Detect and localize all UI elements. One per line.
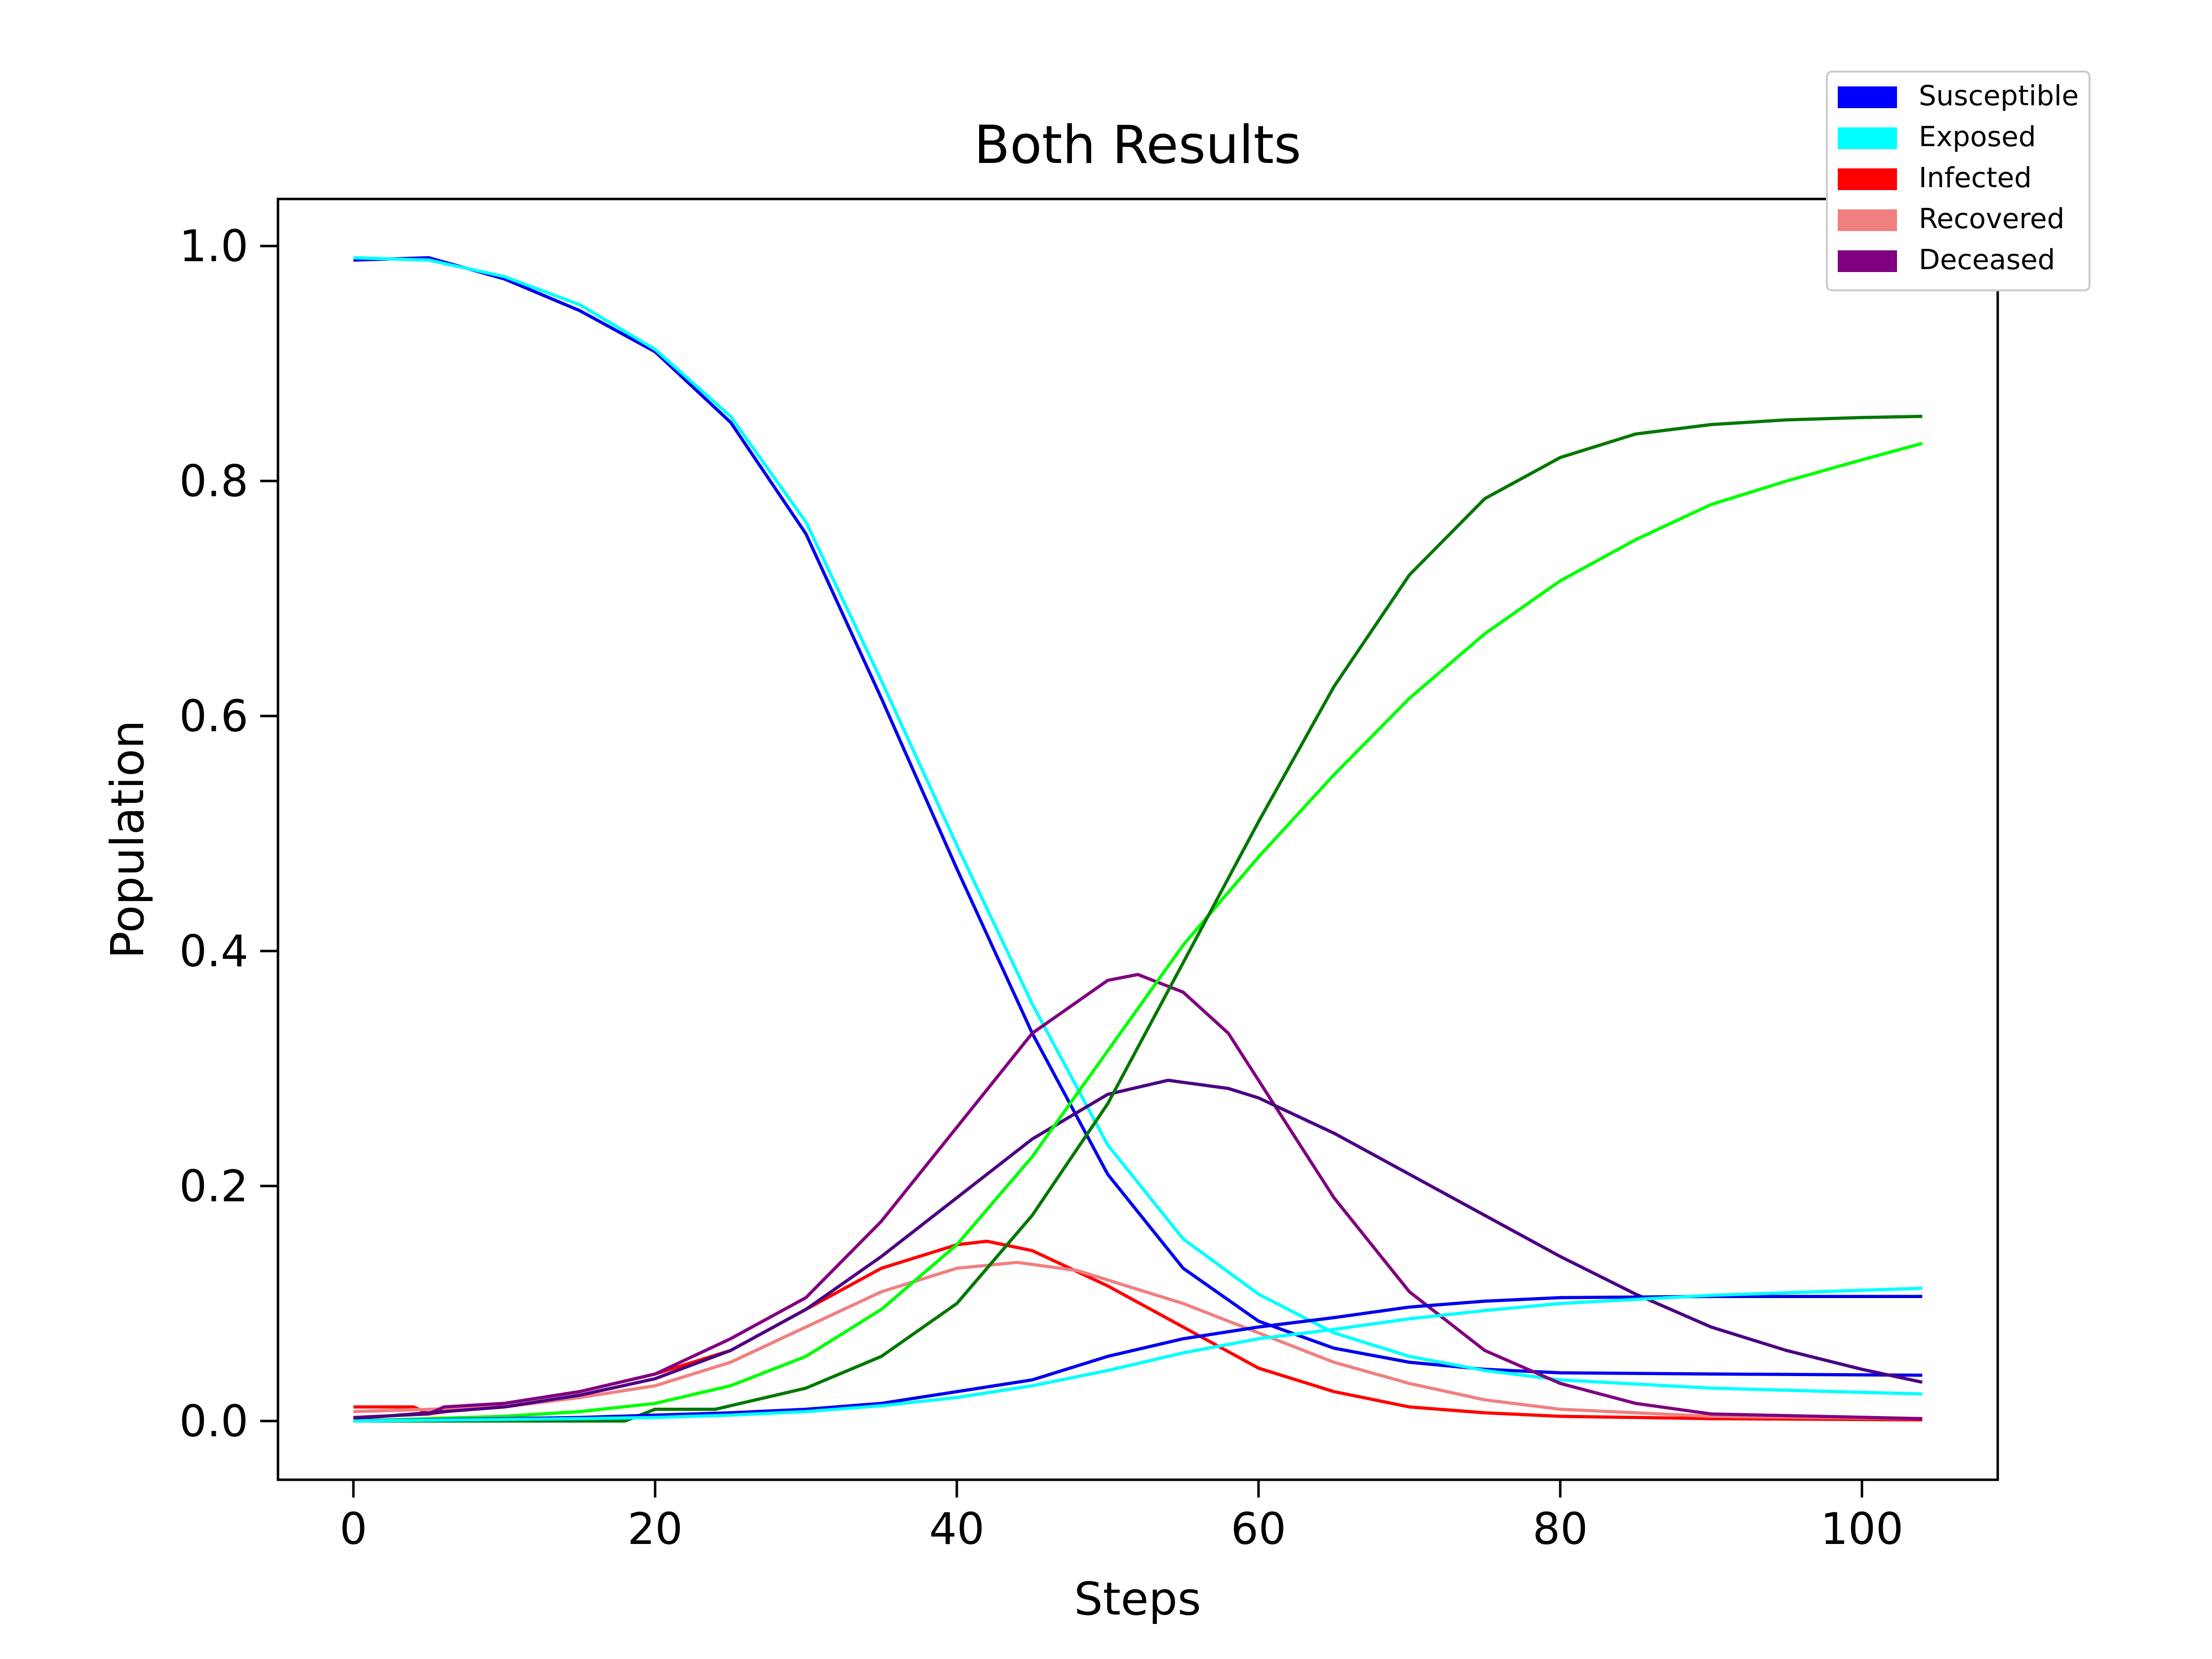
chart-title: Both Results [974, 115, 1302, 175]
legend-label: Infected [1919, 162, 2032, 194]
legend-box [1826, 71, 2091, 291]
legend-swatch [1838, 127, 1897, 149]
series-line-5 [353, 973, 1923, 1421]
x-tick-label: 0 [340, 1503, 367, 1554]
y-axis: 0.0 0.2 0.4 0.6 0.8 1.0 [179, 221, 278, 1447]
y-tick-label: 0.2 [179, 1161, 248, 1212]
y-tick-label: 0.0 [179, 1396, 248, 1447]
x-tick-label: 80 [1533, 1503, 1588, 1554]
y-tick-label: 0.6 [179, 691, 248, 742]
series-line-4 [353, 1261, 1923, 1421]
series-line-6 [353, 1078, 1923, 1421]
x-axis: 0 20 40 60 80 100 [340, 1480, 1903, 1554]
legend-label: Susceptible [1919, 80, 2079, 112]
legend: Susceptible Exposed Infected Recovered Decea… [1826, 71, 2091, 291]
legend-swatch [1838, 86, 1897, 108]
series-line-9 [353, 1295, 1923, 1423]
x-tick-label: 20 [628, 1503, 683, 1554]
x-axis-label: Steps [1074, 1573, 1201, 1625]
series-line-10 [353, 1286, 1923, 1423]
series-line-8 [353, 415, 1923, 1423]
y-axis-label: Population [101, 720, 154, 958]
legend-swatch [1838, 250, 1897, 272]
legend-label: Exposed [1919, 121, 2036, 153]
x-tick-label: 100 [1820, 1503, 1903, 1554]
legend-swatch [1838, 168, 1897, 190]
plot-frame [276, 198, 1999, 1481]
legend-label: Recovered [1919, 203, 2064, 235]
x-tick-label: 60 [1231, 1503, 1286, 1554]
y-tick-label: 0.8 [179, 456, 248, 507]
series-line-7 [353, 441, 1923, 1423]
series-line-1 [353, 256, 1923, 1377]
series-line-2 [353, 256, 1923, 1396]
series-layer [353, 256, 1923, 1423]
legend-swatch [1838, 209, 1897, 231]
legend-label: Deceased [1919, 244, 2055, 276]
y-tick-label: 1.0 [179, 221, 248, 272]
x-tick-label: 40 [929, 1503, 985, 1554]
y-tick-label: 0.4 [179, 926, 248, 977]
